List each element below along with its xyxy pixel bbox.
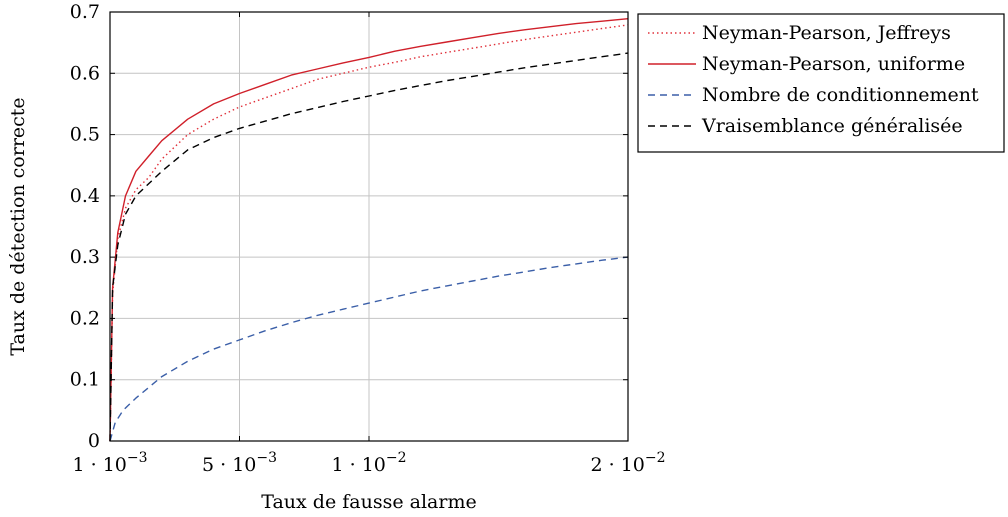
legend: Neyman-Pearson, Jeffreys Neyman-Pearson, … (637, 13, 1005, 153)
x-tick-exponent: −2 (386, 450, 407, 466)
x-tick-label: 2 · 10−2 (590, 450, 665, 476)
x-tick-base: 1 · 10 (331, 454, 385, 476)
y-tick-label: 0.4 (70, 185, 100, 207)
legend-label-2: Nombre de conditionnement (702, 84, 979, 106)
y-tick-label: 0.1 (70, 369, 100, 391)
x-tick-exponent: −3 (256, 450, 277, 466)
y-tick-label: 0.7 (70, 1, 100, 23)
y-tick-label: 0.3 (70, 246, 100, 268)
series-line-2 (109, 256, 629, 442)
y-tick-label: 0 (88, 430, 100, 452)
axis-ticks: 00.10.20.30.40.50.60.71 · 10−3 5 · 10−3 1 … (70, 1, 666, 476)
x-tick-base: 2 · 10 (590, 454, 644, 476)
legend-label-1: Neyman-Pearson, uniforme (702, 53, 965, 75)
series-lines (109, 18, 629, 442)
x-tick-exponent: −2 (645, 450, 666, 466)
y-tick-label: 0.2 (70, 307, 100, 329)
legend-label-0: Neyman-Pearson, Jeffreys (702, 22, 951, 44)
y-tick-label: 0.5 (70, 124, 100, 146)
x-tick-label: 1 · 10−2 (331, 450, 406, 476)
x-tick-label: 5 · 10−3 (202, 450, 277, 476)
grid (109, 11, 629, 442)
x-axis-label: Taux de fausse alarme (261, 491, 476, 513)
legend-box (637, 13, 1005, 153)
series-line-3 (109, 52, 629, 442)
legend-label-3: Vraisemblance généralisée (701, 115, 963, 137)
y-axis-label: Taux de détection correcte (7, 97, 29, 355)
series-line-1 (109, 18, 629, 442)
x-tick-base: 1 · 10 (72, 454, 126, 476)
x-tick-label: 1 · 10−3 (72, 450, 147, 476)
y-tick-label: 0.6 (70, 62, 100, 84)
x-tick-exponent: −3 (127, 450, 148, 466)
x-tick-base: 5 · 10 (202, 454, 256, 476)
